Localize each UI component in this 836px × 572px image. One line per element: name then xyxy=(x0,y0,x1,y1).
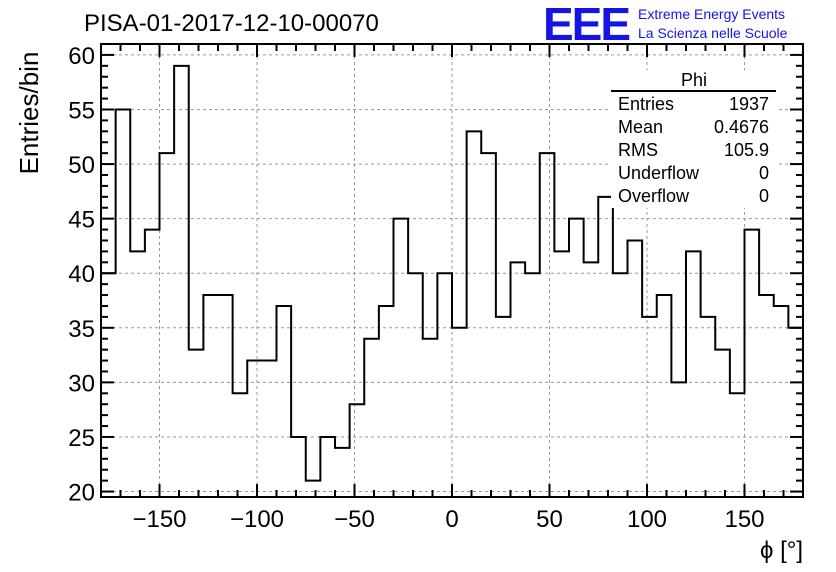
x-tick-label: 0 xyxy=(445,506,458,533)
stats-box: Phi Entries 1937 Mean 0.4676 RMS 105.9 Underfl… xyxy=(611,70,776,208)
stats-title: Phi xyxy=(681,70,707,90)
y-tick-label: 50 xyxy=(68,152,95,179)
x-tick-label: 100 xyxy=(627,506,667,533)
y-tick-label: 30 xyxy=(68,370,95,397)
y-axis-label: Entries/bin xyxy=(14,52,44,175)
stats-label: Underflow xyxy=(618,163,700,183)
stats-value: 0.4676 xyxy=(714,117,769,137)
x-tick-labels: −150 −100 −50 0 50 100 150 xyxy=(132,506,764,533)
y-tick-labels: 20 25 30 35 40 45 50 55 60 xyxy=(68,43,95,507)
stats-label: RMS xyxy=(618,140,658,160)
x-tick-label: 150 xyxy=(724,506,764,533)
stats-label: Overflow xyxy=(618,186,690,206)
y-tick-label: 60 xyxy=(68,43,95,70)
histogram-series-phi xyxy=(100,64,804,497)
y-tick-label: 45 xyxy=(68,207,95,234)
stats-value: 0 xyxy=(759,163,769,183)
stats-value: 105.9 xyxy=(724,140,769,160)
x-tick-label: 50 xyxy=(536,506,563,533)
axis-ticks xyxy=(101,43,803,497)
plot-title: PISA-01-2017-12-10-00070 xyxy=(84,10,379,37)
stats-value: 1937 xyxy=(729,94,769,114)
x-tick-label: −100 xyxy=(230,506,284,533)
y-tick-label: 35 xyxy=(68,316,95,343)
y-tick-label: 25 xyxy=(68,425,95,452)
x-tick-label: −150 xyxy=(132,506,186,533)
stats-label: Mean xyxy=(618,117,663,137)
logo-line-2: La Scienza nelle Scuole xyxy=(638,25,788,41)
logo-line-1: Extreme Energy Events xyxy=(638,6,786,22)
eee-logo: EEE xyxy=(543,0,631,50)
x-axis-label: ϕ [°] xyxy=(760,537,803,564)
y-tick-label: 55 xyxy=(68,97,95,124)
stats-value: 0 xyxy=(759,186,769,206)
y-tick-label: 20 xyxy=(68,480,95,507)
x-tick-label: −50 xyxy=(334,506,375,533)
y-tick-label: 40 xyxy=(68,261,95,288)
stats-label: Entries xyxy=(618,94,674,114)
